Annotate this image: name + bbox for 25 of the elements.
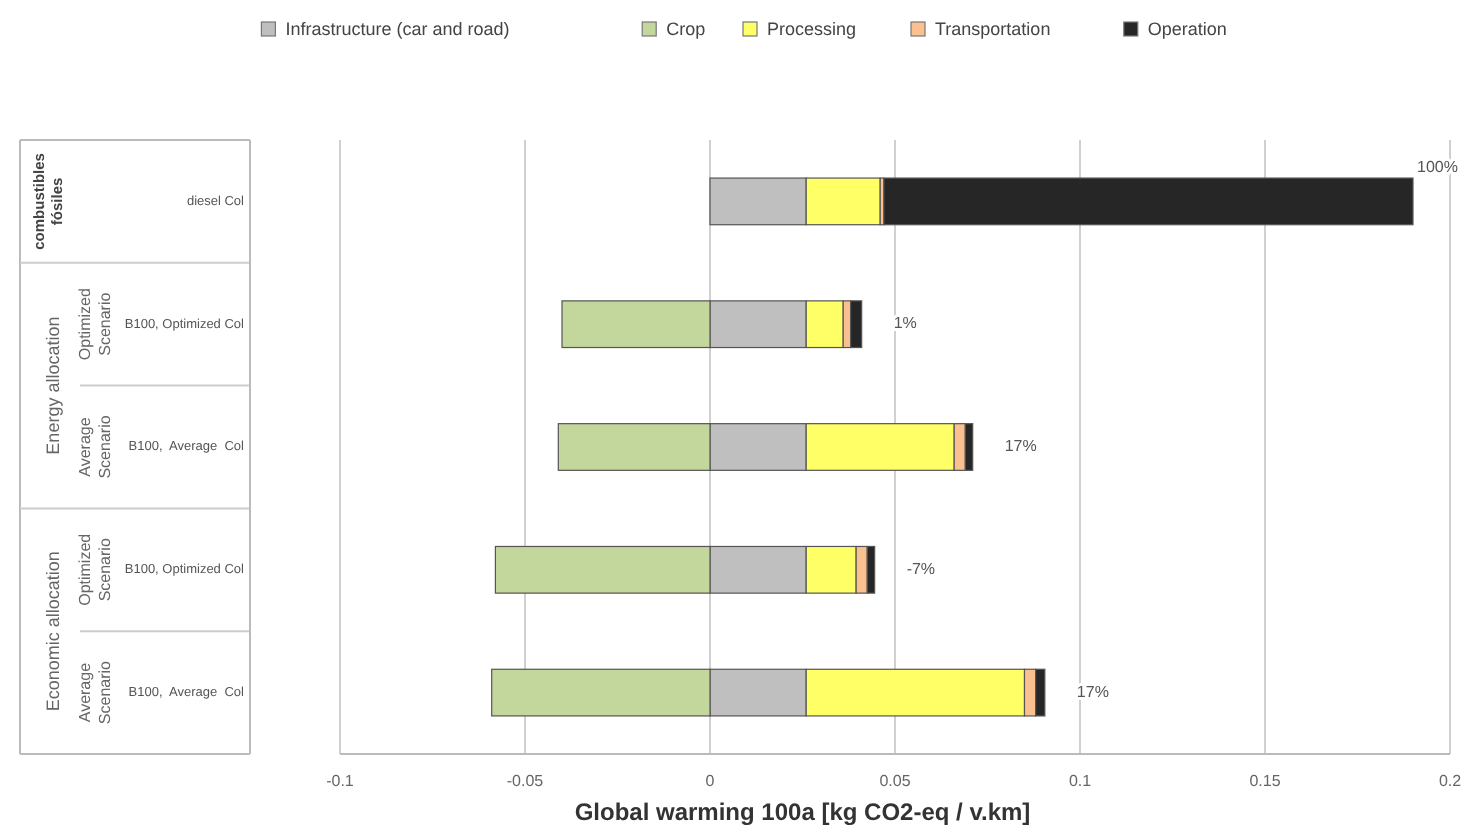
annotation: 17% <box>1076 682 1109 701</box>
x-tick-label: 0 <box>705 772 716 790</box>
annotation: 1% <box>893 314 917 333</box>
annotation: 17% <box>1004 437 1037 456</box>
legend-label: Infrastructure (car and road) <box>285 18 510 39</box>
legend-label: Processing <box>767 18 857 39</box>
bar <box>850 300 863 349</box>
x-axis-title: Global warming 100a [kg CO2-eq / v.km] <box>574 798 1031 826</box>
legend-label: Operation <box>1147 18 1227 39</box>
text: Optimized Scenario <box>76 288 114 361</box>
x-tick-label: -0.05 <box>506 772 545 790</box>
text: Optimized Scenario <box>76 533 114 606</box>
annotation: -7% <box>906 560 936 579</box>
legend-label: Crop <box>666 18 706 39</box>
annotation: 100% <box>1417 158 1458 177</box>
x-tick-label: -0.1 <box>326 772 355 790</box>
legend-label: Transportation <box>935 18 1051 39</box>
x-tick-label: 0.05 <box>879 772 912 790</box>
text: Average Scenario <box>76 659 114 725</box>
x-tick-label: 0.15 <box>1249 772 1282 790</box>
text: Average Scenario <box>76 414 114 479</box>
x-tick-label: 0.2 <box>1438 772 1462 790</box>
text: Economic allocation <box>42 551 63 712</box>
text: Energy allocation <box>42 316 63 455</box>
x-tick-label: 0.1 <box>1068 772 1093 790</box>
